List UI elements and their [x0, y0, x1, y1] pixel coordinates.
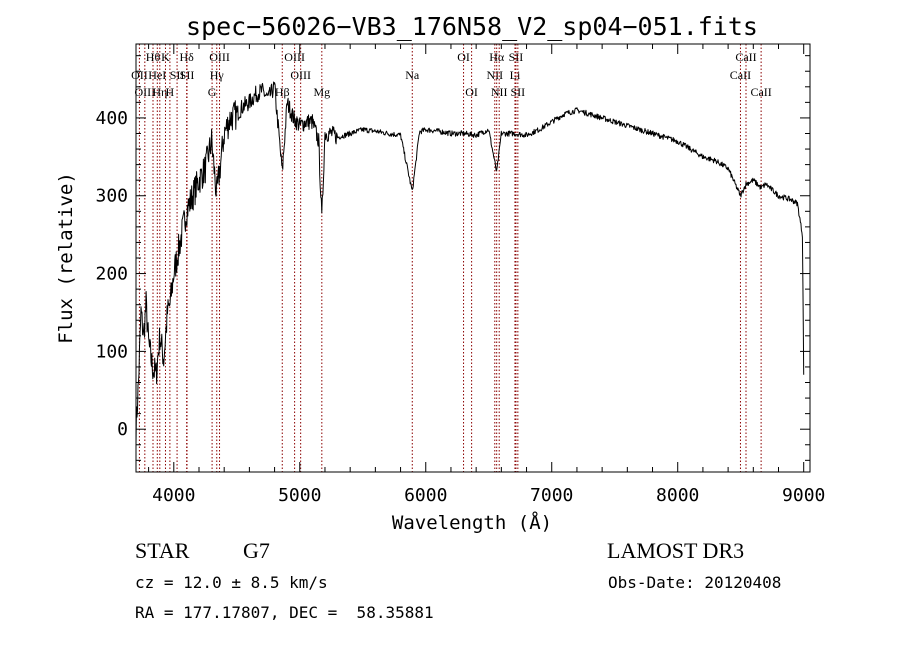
- line-label-10: G: [208, 85, 217, 99]
- line-label-21: Hα: [489, 50, 505, 64]
- y-tick-label-3: 300: [95, 186, 128, 207]
- line-label-27: CaII: [735, 50, 756, 64]
- line-label-9: SII: [180, 68, 195, 82]
- spectrum-series: [135, 81, 805, 445]
- spectral-type: G7: [243, 538, 270, 563]
- x-tick-label-0: 4000: [152, 485, 195, 506]
- x-tick-label-1: 5000: [278, 485, 321, 506]
- line-label-1: OIII: [134, 85, 155, 99]
- line-label-8: Hδ: [179, 50, 194, 64]
- y-tick-label-0: 0: [117, 419, 128, 440]
- line-label-23: Li: [510, 68, 521, 82]
- line-label-15: OIII: [290, 68, 311, 82]
- line-label-2: Hθ: [146, 50, 161, 64]
- flux-line: [135, 81, 805, 445]
- line-label-11: Hγ: [210, 68, 225, 82]
- x-tick-label-3: 7000: [530, 485, 573, 506]
- y-axis: 0 100 200 300 400: [95, 55, 810, 461]
- line-label-14: OIII: [284, 50, 305, 64]
- line-label-25: SII: [511, 85, 526, 99]
- x-axis-label: Wavelength (Å): [392, 511, 552, 534]
- line-label-12: OIII: [209, 50, 230, 64]
- x-tick-label-5: 9000: [782, 485, 825, 506]
- coordinates: RA = 177.17807, DEC = 58.35881: [135, 603, 434, 622]
- line-label-13: Hβ: [275, 85, 290, 99]
- line-label-19: OI: [465, 85, 478, 99]
- line-label-18: OI: [457, 50, 470, 64]
- line-label-26: CaII: [730, 68, 751, 82]
- line-label-16: Mg: [313, 85, 330, 99]
- emission-line-markers: OIIOIIIHθHeIHηKHSIIHδSIIGHγOIIIHβOIIIOII…: [131, 44, 772, 472]
- y-tick-label-1: 100: [95, 341, 128, 362]
- line-label-3: HeI: [148, 68, 166, 82]
- chart-title: spec−56026−VB3_176N58_V2_sp04−051.fits: [186, 12, 758, 41]
- line-label-7: SII: [170, 68, 185, 82]
- line-label-20: NII: [486, 68, 503, 82]
- line-label-28: CaII: [750, 85, 771, 99]
- line-label-6: H: [166, 85, 175, 99]
- object-class: STAR: [135, 538, 190, 563]
- line-label-24: SII: [509, 50, 524, 64]
- line-label-22: NII: [491, 85, 508, 99]
- redshift-readout: cz = 12.0 ± 8.5 km/s: [135, 573, 328, 592]
- y-axis-label: Flux (relative): [55, 172, 77, 344]
- x-tick-label-2: 6000: [404, 485, 447, 506]
- line-label-5: K: [161, 50, 170, 64]
- y-tick-label-2: 200: [95, 264, 128, 285]
- survey-name: LAMOST DR3: [607, 538, 745, 563]
- line-label-0: OII: [131, 68, 148, 82]
- obs-date: Obs-Date: 20120408: [608, 573, 782, 592]
- y-tick-label-4: 400: [95, 108, 128, 129]
- x-axis: 4000 5000 6000 7000 8000 9000: [148, 44, 825, 506]
- line-label-4: Hη: [152, 85, 167, 99]
- x-tick-label-4: 8000: [656, 485, 699, 506]
- line-label-17: Na: [405, 68, 420, 82]
